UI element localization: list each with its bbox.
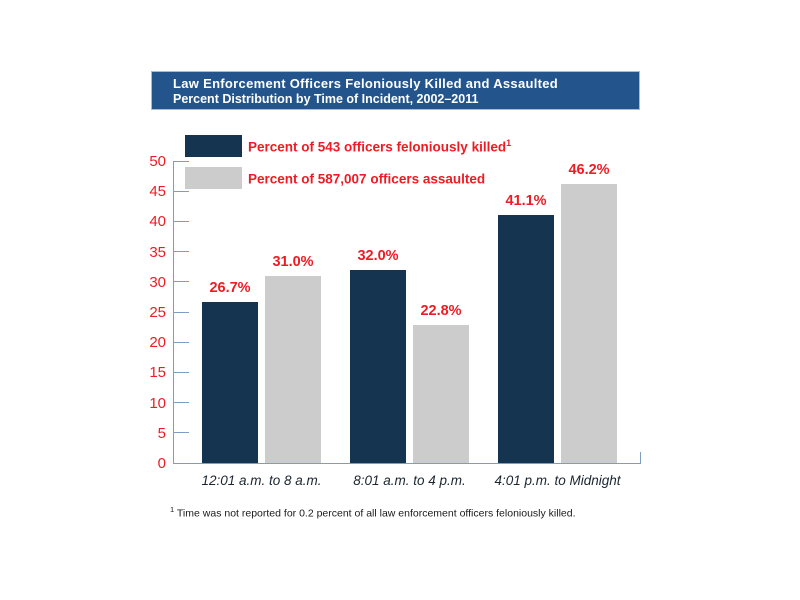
bar-series1-12-01-a-m-to-8-a-m- [265,275,321,463]
value-label-series0-cat2: 41.1% [505,192,547,209]
value-label-series0-cat1: 32.0% [357,247,399,264]
y-axis-tick-label-15: 15 [149,364,166,382]
bar-series1-8-01-a-m-to-4-p-m- [413,325,469,463]
y-axis-tick-label-25: 25 [149,304,166,321]
legend-label-assaulted: Percent of 587,007 officers assaulted [248,170,486,187]
bar-series1-4-01-p-m-to-midnight [561,183,617,463]
x-axis-category-label-2: 4:01 p.m. to Midnight [494,473,621,488]
y-axis-tick-label-10: 10 [149,394,166,412]
y-axis-tick-label-20: 20 [149,334,166,352]
y-axis-tick-5 [174,432,189,434]
footnote-text: Time was not reported for 0.2 percent of… [176,507,576,520]
y-axis-tick-10 [174,402,189,404]
y-axis-tick-35 [174,251,189,253]
legend-label-killed-superscript: 1 [506,137,512,148]
y-axis-tick-label-30: 30 [149,273,166,291]
y-axis-tick-50 [174,160,189,162]
legend-label-killed: Percent of 543 officers feloniously kill… [248,138,511,155]
x-axis-right-end-tick [640,452,641,463]
value-label-series1-cat2: 46.2% [568,161,610,178]
bar-chart-plot: 0 5 10 15 20 25 30 35 40 45 50 26.7% 31.0% 12:01 a.m.… [149,153,641,488]
legend-item-assaulted: Percent of 587,007 officers assaulted [185,167,485,189]
y-axis-tick-label-45: 45 [149,183,166,201]
y-axis-tick-label-35: 35 [149,243,166,261]
y-axis-tick-20 [174,341,189,343]
x-axis-category-label-1: 8:01 a.m. to 4 p.m. [353,473,466,488]
bar-series0-8-01-a-m-to-4-p-m- [350,269,406,463]
y-axis-tick-label-50: 50 [149,153,166,170]
y-axis-tick-15 [174,371,189,373]
value-label-series1-cat1: 22.8% [420,303,462,320]
chart-title: Law Enforcement Officers Feloniously Kil… [173,76,559,91]
legend-swatch-assaulted [185,167,242,189]
title-banner: Law Enforcement Officers Feloniously Kil… [151,71,640,110]
y-axis-tick-label-40: 40 [149,213,166,231]
y-axis-tick-30 [174,281,189,283]
legend-item-killed: Percent of 543 officers feloniously kill… [185,135,511,157]
y-axis-tick-label-0: 0 [157,455,166,472]
legend-label-assaulted-text: Percent of 587,007 officers assaulted [248,171,486,187]
legend-swatch-killed [185,135,242,157]
footnote: 1 Time was not reported for 0.2 percent … [170,505,576,520]
bar-series0-4-01-p-m-to-midnight [498,214,554,463]
bar-series0-12-01-a-m-to-8-a-m- [202,301,258,463]
y-axis-tick-label-5: 5 [157,424,166,442]
footnote-marker: 1 [170,505,175,514]
value-label-series1-cat0: 31.0% [272,253,314,270]
y-axis-tick-40 [174,220,189,222]
y-axis-tick-25 [174,311,189,313]
x-axis-category-label-0: 12:01 a.m. to 8 a.m. [201,473,322,488]
chart-subtitle: Percent Distribution by Time of Incident… [173,92,479,106]
value-label-series0-cat0: 26.7% [209,279,251,296]
legend-label-killed-text: Percent of 543 officers feloniously kill… [248,139,507,155]
y-axis-tick-45 [174,190,189,192]
